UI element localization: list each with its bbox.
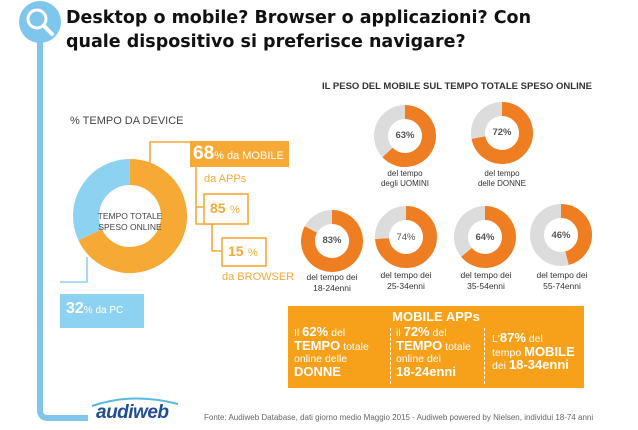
mobile-apps-box: MOBILE APPs Il 62% del TEMPO totale onli… <box>288 306 584 388</box>
apps-label: da APPs <box>204 173 247 185</box>
device-donut <box>73 159 187 273</box>
age-55-74-donut-mobile <box>560 204 592 266</box>
col2-l2: totale <box>442 340 471 353</box>
col1-pct: 62% <box>302 324 329 339</box>
col3-big: MOBILE <box>524 343 575 359</box>
col3-l4: 18-34enni <box>508 357 569 372</box>
age-18-24-value: 83% <box>322 235 342 246</box>
gender-men-label-2: degli UOMINI <box>380 179 429 188</box>
apps-col-18-34: L'87% del tempo MOBILE dei 18-34enni <box>492 330 575 373</box>
search-icon <box>26 8 48 30</box>
col2-big: TEMPO <box>396 337 443 353</box>
pc-bracket <box>60 257 88 283</box>
age-35-54-donut-other <box>454 206 486 257</box>
mobile-value: 68 <box>193 143 215 164</box>
apps-bracket <box>195 166 204 208</box>
age-55-74-label-1: del tempo dei <box>536 270 588 280</box>
donut-center-line-1: TEMPO TOTALE <box>97 211 163 221</box>
col1-l3: online delle <box>294 353 348 365</box>
apps-share: 85 % <box>210 200 240 218</box>
mobile-share: 68% da MOBILE <box>193 143 284 165</box>
col2-l4: 18-24enni <box>396 363 456 379</box>
apps-divider-1 <box>390 328 391 384</box>
pc-label: % da PC <box>83 305 124 316</box>
col1-prefix: Il <box>294 327 303 339</box>
donut-center-line-2: SPESO ONLINE <box>98 222 162 232</box>
source-footer: Fonte: Audiweb Database, dati giorno med… <box>204 413 594 422</box>
age-55-74-donut-other <box>530 204 569 266</box>
col1-l2: totale <box>340 340 369 353</box>
gender-men-donut-mobile <box>382 105 436 167</box>
age-55-74-value: 46% <box>551 230 571 241</box>
gender-women-donut-other <box>471 102 503 139</box>
age-18-24-donut-other <box>304 210 333 234</box>
apps-unit: % <box>230 204 240 216</box>
col3-pct: 87% <box>499 330 526 345</box>
col2-prefix: il <box>396 327 404 339</box>
col3-l2: tempo <box>492 346 525 359</box>
apps-col-women: Il 62% del TEMPO totale online delle DON… <box>294 324 369 379</box>
age-25-34-label-2: 25-34enni <box>387 281 425 291</box>
col2-pct: 72% <box>403 324 430 339</box>
browser-unit: % <box>248 247 258 259</box>
gender-men-label-1: del tempo <box>387 169 423 178</box>
age-25-34-donut-other <box>375 206 407 239</box>
age-25-34-label-1: del tempo dei <box>380 270 432 280</box>
gender-men-donut-other <box>374 105 406 158</box>
col1-big: TEMPO <box>294 337 341 353</box>
pc-slice <box>73 159 131 241</box>
apps-value: 85 <box>210 200 226 216</box>
badge-circle <box>19 1 61 43</box>
age-35-54-label-2: 35-54enni <box>467 281 505 291</box>
gender-women-value: 72% <box>492 127 512 138</box>
pc-box <box>60 294 144 328</box>
col2-l1: del <box>429 327 447 339</box>
mobile-slice <box>78 159 187 273</box>
gender-women-label-1: del tempo <box>484 169 520 178</box>
pc-value: 32 <box>66 300 84 317</box>
age-18-24-label-2: 18-24enni <box>313 283 351 293</box>
age-18-24-label-1: del tempo dei <box>306 272 358 282</box>
page-title: Desktop o mobile? Browser o applicazioni… <box>66 8 532 52</box>
logo-swoosh <box>91 397 179 407</box>
browser-value-box <box>221 237 267 267</box>
age-25-34-value: 74% <box>396 232 416 243</box>
age-35-54-value: 64% <box>475 232 495 243</box>
age-35-54-label-1: del tempo dei <box>460 270 512 280</box>
age-18-24-donut-mobile <box>301 210 363 272</box>
apps-divider-2 <box>484 328 485 384</box>
age-55-74-label-2: 55-74enni <box>543 281 581 291</box>
browser-label-text: da BROWSER <box>222 271 295 283</box>
mobile-label: % da MOBILE <box>214 150 284 162</box>
mobile-apps-header: MOBILE APPs <box>392 309 480 324</box>
col3-l3: dei <box>492 360 509 372</box>
col1-l1: del <box>328 327 346 339</box>
browser-share: 15 % <box>228 243 258 261</box>
audiweb-logo: audiweb <box>96 402 169 423</box>
device-section-label: % TEMPO DA DEVICE <box>70 115 184 127</box>
mobile-bracket <box>149 141 190 182</box>
age-25-34-donut-mobile <box>375 206 437 268</box>
gender-women-label-2: delle DONNE <box>477 179 526 188</box>
pc-share: 32% da PC <box>66 300 123 318</box>
apps-value-box <box>203 193 249 225</box>
timeline-line <box>37 38 88 421</box>
col1-l4: DONNE <box>294 363 341 379</box>
mobile-box <box>190 141 289 167</box>
gender-men-value: 63% <box>395 130 415 141</box>
col3-prefix: L' <box>492 333 500 345</box>
browser-label: da BROWSER <box>222 271 294 283</box>
col3-l1: del <box>525 333 543 345</box>
browser-value: 15 <box>228 243 244 259</box>
col2-l3: online dei <box>396 353 441 365</box>
mobile-weight-donuts <box>301 102 592 272</box>
mobile-weight-label: IL PESO DEL MOBILE SUL TEMPO TOTALE SPES… <box>322 81 592 92</box>
age-35-54-donut-mobile <box>461 206 516 268</box>
gender-women-donut-mobile <box>471 102 533 164</box>
apps-col-18-24: il 72% del TEMPO totale online dei 18-24… <box>396 324 471 379</box>
